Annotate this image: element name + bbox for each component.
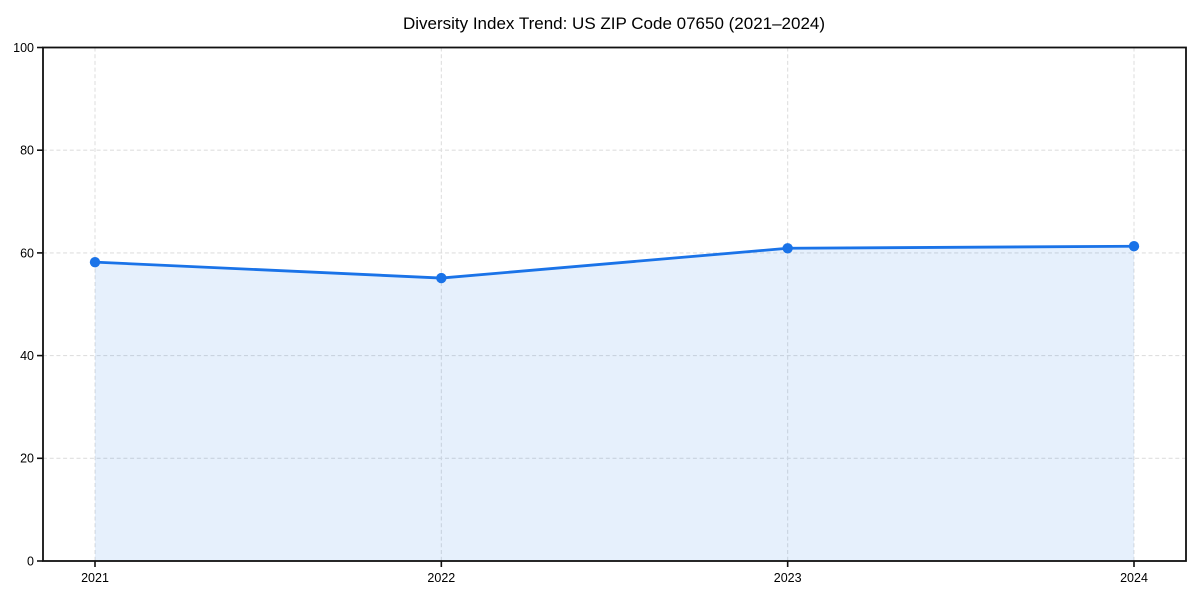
y-tick-label: 100	[13, 41, 34, 55]
x-tick-label: 2021	[81, 571, 109, 585]
data-point-marker	[1128, 241, 1140, 252]
chart-title: Diversity Index Trend: US ZIP Code 07650…	[403, 14, 825, 33]
series-layer	[89, 241, 1140, 562]
x-tick-label: 2024	[1120, 571, 1148, 585]
plot-spines	[42, 46, 1187, 562]
gridlines-layer	[43, 47, 1186, 561]
y-tick-label: 20	[20, 452, 34, 466]
y-tick-label: 80	[20, 144, 34, 158]
data-point-marker	[782, 243, 793, 254]
y-tick-label: 40	[20, 349, 34, 363]
trend-line	[93, 244, 1136, 280]
y-tick-label: 60	[20, 246, 34, 260]
x-tick-label: 2023	[774, 571, 802, 585]
axes-layer: 0 20 40 60 80 100 2021 2022 2023 2024	[13, 41, 1187, 585]
x-tick-label: 2022	[427, 571, 455, 585]
data-point-marker	[436, 272, 447, 284]
area-fill	[95, 246, 1134, 562]
y-tick-label: 0	[27, 554, 34, 568]
data-point-marker	[89, 256, 101, 268]
